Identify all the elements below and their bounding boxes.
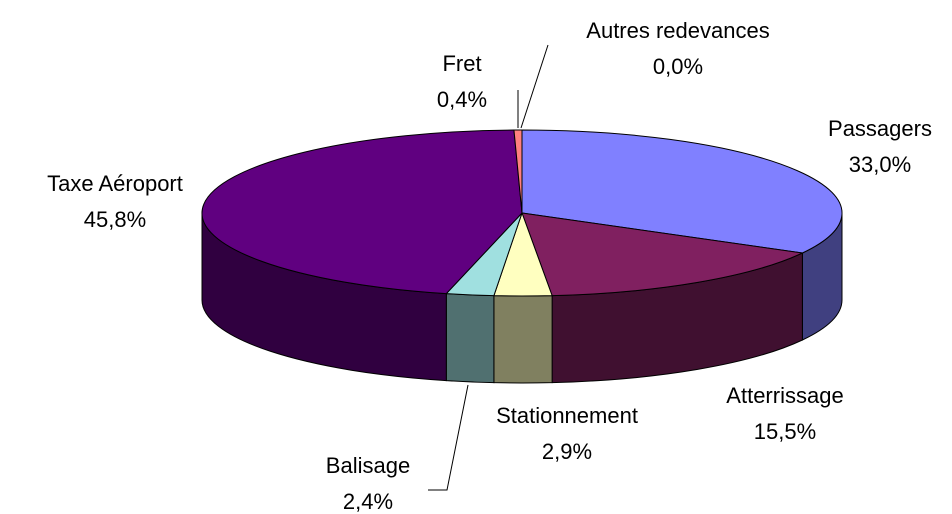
value-label: 45,8%	[84, 207, 146, 232]
slice-label: Fret	[442, 51, 481, 76]
slice	[521, 129, 843, 254]
slice	[521, 212, 805, 297]
value-label: 33,0%	[849, 152, 911, 177]
value-label: 2,4%	[343, 489, 393, 514]
value-label: 15,5%	[754, 419, 816, 444]
slice-side	[445, 293, 495, 384]
slice-label: Passagers	[828, 116, 932, 141]
value-label: 2,9%	[542, 439, 592, 464]
slice	[201, 129, 523, 295]
slice-label: Atterrissage	[726, 383, 843, 408]
slice-label: Stationnement	[496, 403, 638, 428]
slice-side	[493, 295, 553, 384]
leader-line	[428, 384, 469, 491]
leader-line	[520, 44, 549, 129]
pie-tops	[201, 129, 843, 297]
value-label: 0,4%	[437, 87, 487, 112]
labels: Passagers 33,0% Atterrissage 15,5% Stationne…	[47, 18, 932, 514]
slice-label: Autres redevances	[586, 18, 769, 43]
value-label: 0,0%	[653, 54, 703, 79]
slice-label: Taxe Aéroport	[47, 171, 183, 196]
slice-label: Balisage	[326, 453, 410, 478]
